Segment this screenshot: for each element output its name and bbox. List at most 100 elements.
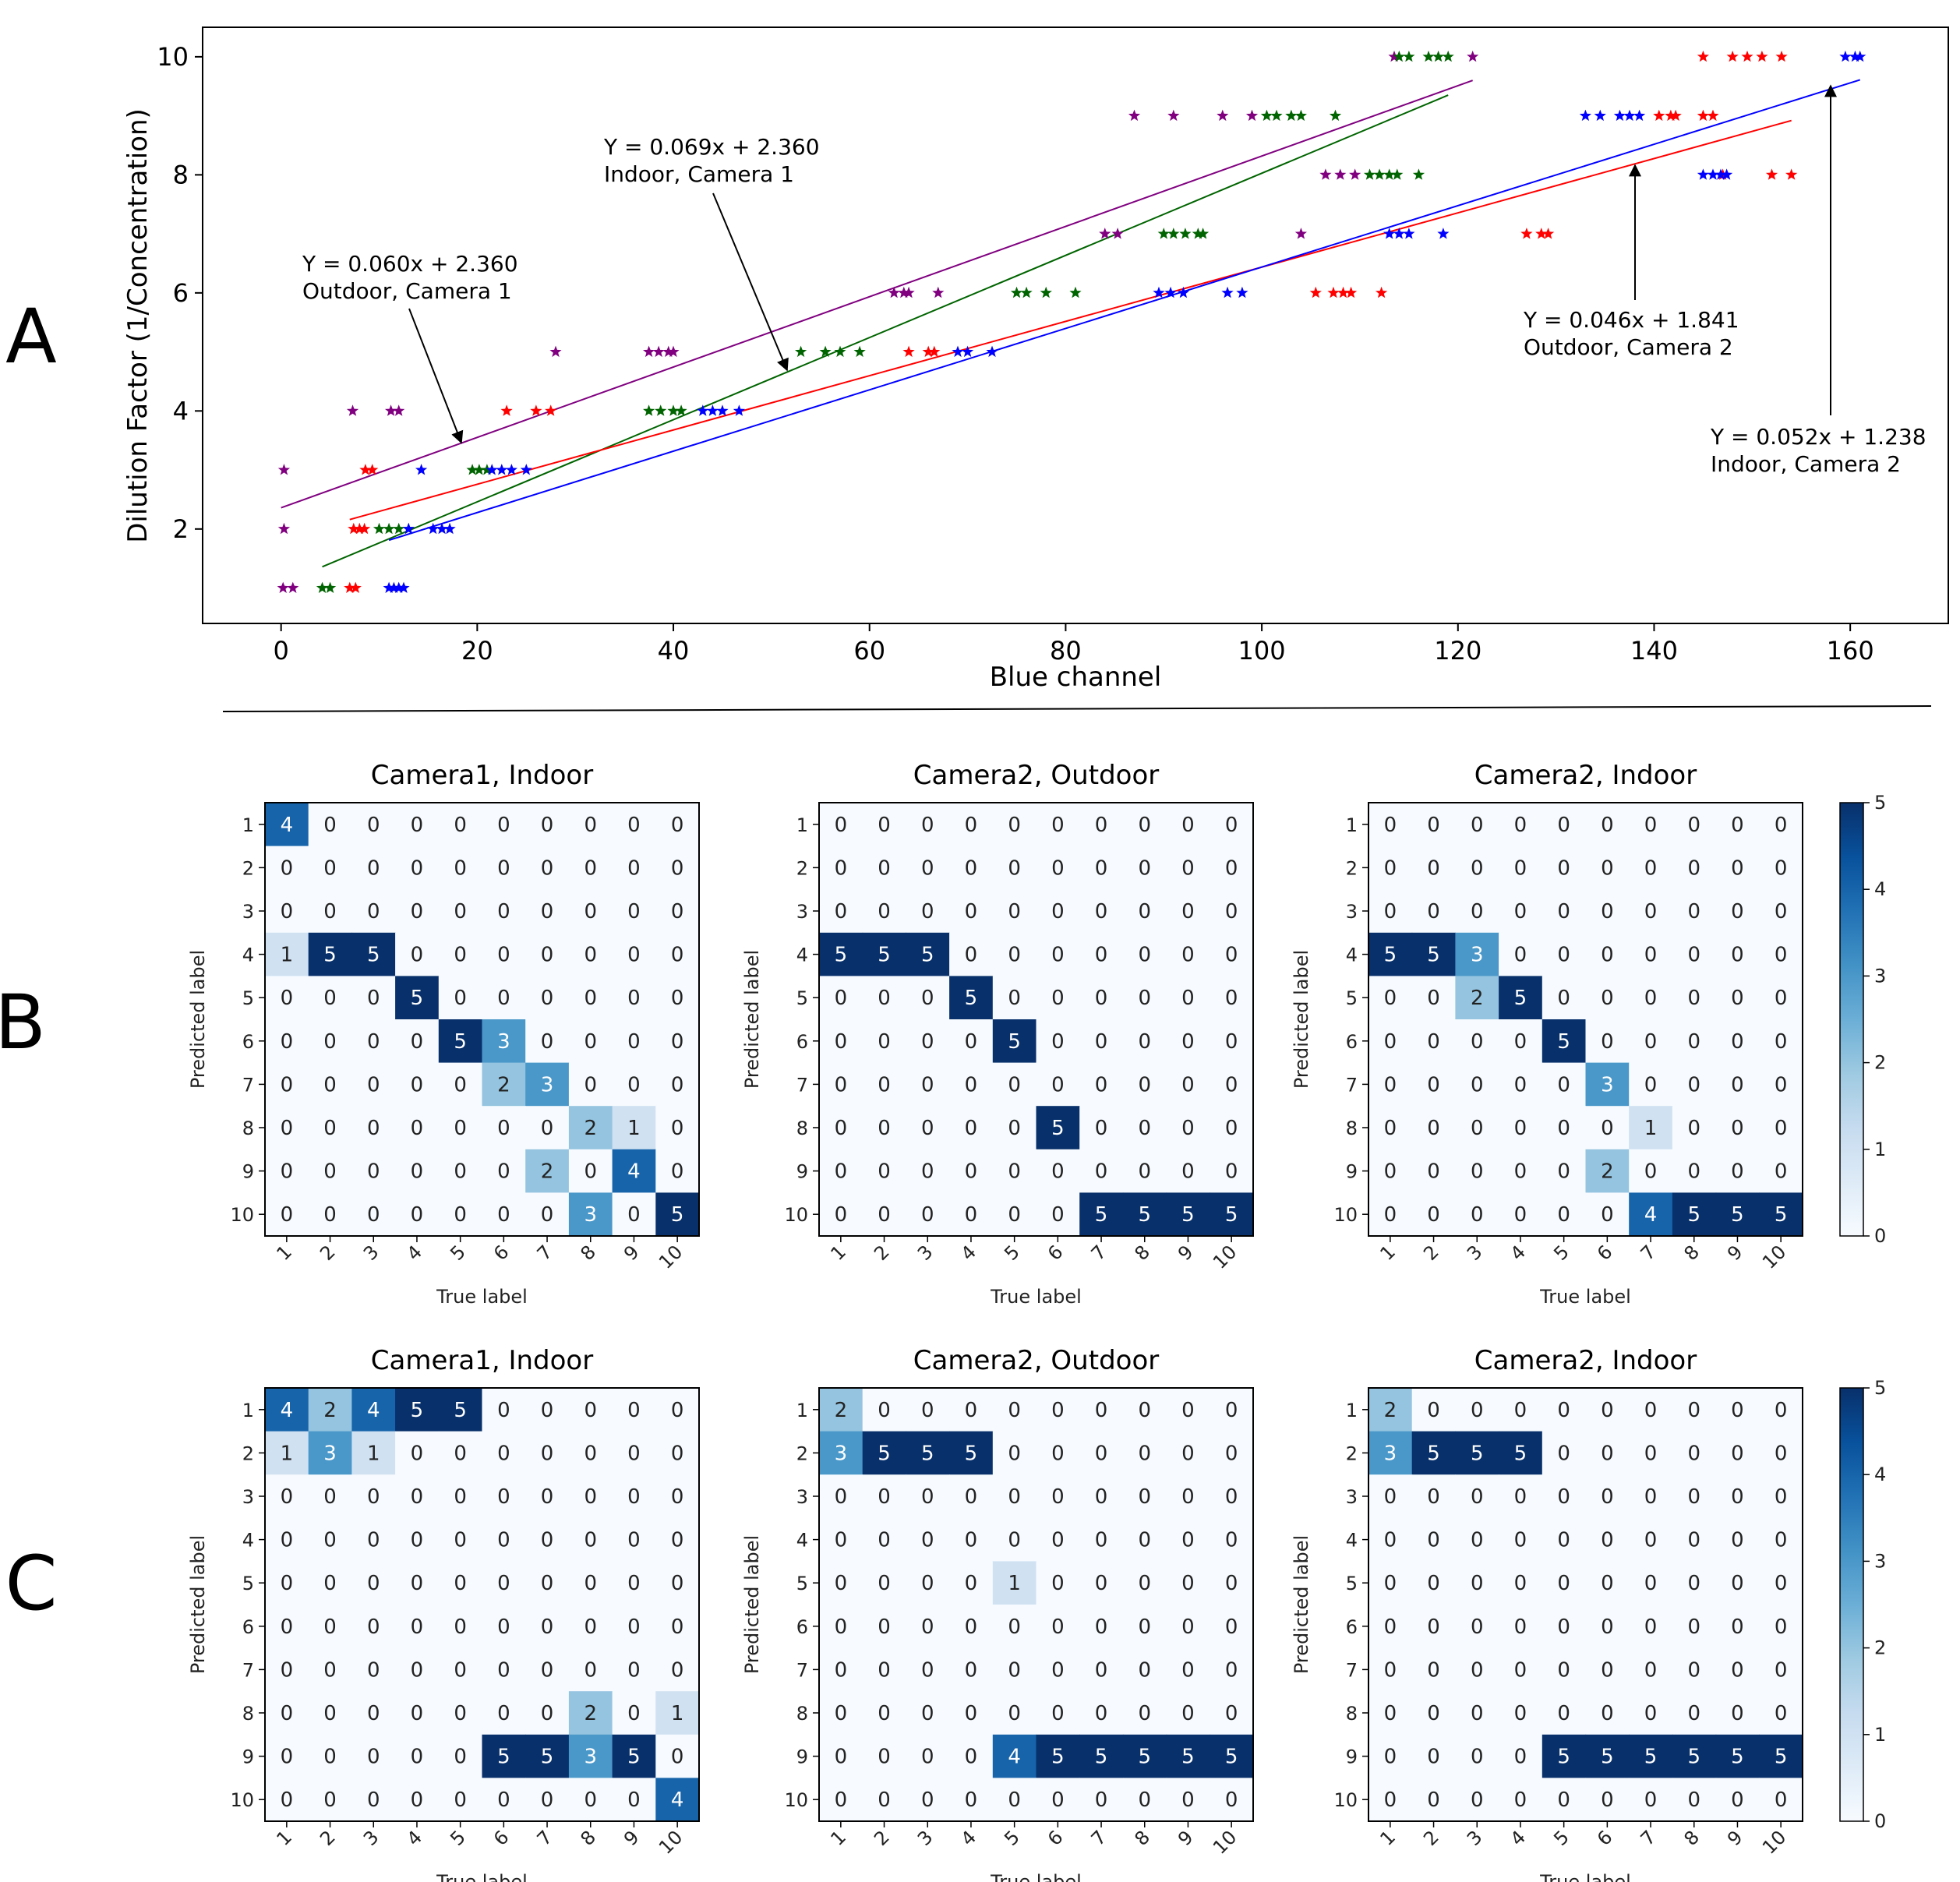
cell-value: 0	[411, 944, 424, 967]
y-tick-label: 2	[1346, 1442, 1358, 1464]
y-tick-label: 2	[242, 1442, 254, 1464]
cell-value: 0	[835, 1702, 848, 1725]
matrix-cell	[1210, 1605, 1254, 1649]
matrix-cell	[1122, 1019, 1167, 1064]
cell-value: 0	[1427, 1788, 1440, 1812]
matrix-cell	[1455, 1691, 1499, 1735]
matrix-cell	[906, 889, 950, 934]
cell-value: 0	[1008, 1529, 1021, 1552]
x-tick-label: 8	[1679, 1826, 1704, 1850]
matrix-cell	[265, 1106, 309, 1150]
cell-value: 0	[1687, 1160, 1700, 1184]
point-green	[316, 581, 329, 593]
cell-value: 0	[454, 1658, 467, 1682]
confusion-matrix-b-camera2-outdoor: 0 0 0 0 0 0 0 0 0 00 0 0 0 0 0 0 0 0 00 0 0 0 0 0 0 0 0 05 5 5 0 0 0 0 0 0 0…	[741, 760, 1254, 1308]
matrix-cell	[1036, 1517, 1080, 1562]
cell-value: 5	[1644, 1746, 1658, 1769]
cell-value: 0	[411, 814, 424, 837]
cell-value: 0	[1051, 814, 1065, 837]
cell-value: 0	[921, 1117, 934, 1140]
matrix-cell	[1585, 1019, 1630, 1064]
cell-value: 0	[367, 1485, 380, 1509]
x-tick-label: 1	[272, 1241, 296, 1265]
point-red	[1765, 168, 1778, 180]
point-blue	[1613, 109, 1626, 122]
matrix-cell	[1079, 803, 1124, 847]
cell-value: 0	[281, 1572, 294, 1595]
cell-value: 0	[878, 1073, 891, 1096]
matrix-cell	[1585, 1062, 1630, 1107]
y-tick-label: 10	[230, 1789, 254, 1811]
cell-value: 0	[1471, 1658, 1484, 1682]
matrix-cell	[612, 932, 656, 976]
matrix-cell	[819, 1561, 863, 1605]
point-blue	[1849, 50, 1862, 62]
cell-value: 5	[411, 987, 424, 1010]
matrix-cell	[862, 1431, 906, 1475]
cell-value: 0	[1557, 1117, 1570, 1140]
y-tick-label: 6	[1346, 1031, 1358, 1053]
matrix-cell	[482, 846, 526, 890]
point-blue	[383, 581, 395, 593]
matrix-cell	[308, 1192, 352, 1237]
matrix-cell	[949, 1192, 994, 1237]
y-tick-label: 4	[173, 396, 189, 425]
cell-value: 0	[1731, 1073, 1744, 1096]
x-tick-label: 6	[1593, 1826, 1617, 1850]
matrix-cell	[1759, 1192, 1803, 1237]
matrix-cell	[308, 1734, 352, 1778]
matrix-cell	[1411, 1517, 1456, 1562]
cell-value: 0	[281, 1746, 294, 1769]
cell-value: 0	[878, 856, 891, 880]
y-tick-label: 10	[784, 1789, 808, 1811]
matrix-cell	[1210, 1431, 1254, 1475]
cell-value: 0	[1384, 1746, 1397, 1769]
y-tick-label: 3	[242, 1486, 254, 1508]
cell-value: 0	[497, 1442, 510, 1465]
matrix-cell	[1210, 976, 1254, 1020]
matrix-cell	[1672, 1192, 1717, 1237]
matrix-cell	[568, 1019, 613, 1064]
cell-value: 3	[1601, 1073, 1614, 1096]
point-green	[393, 522, 405, 535]
matrix-cell	[1079, 1474, 1124, 1519]
fit-line-blue	[388, 79, 1861, 542]
point-red	[1542, 228, 1555, 239]
cell-value: 0	[1687, 987, 1700, 1010]
matrix-cell	[1036, 1778, 1080, 1822]
point-purple	[667, 345, 680, 358]
point-purple	[385, 404, 397, 416]
cell-value: 0	[454, 1073, 467, 1096]
y-tick-label: 4	[796, 945, 808, 966]
cell-value: 0	[584, 944, 597, 967]
cell-value: 0	[1427, 1529, 1440, 1552]
matrix-cell	[612, 1388, 656, 1432]
cell-value: 0	[411, 1746, 424, 1769]
matrix-cell	[1585, 1192, 1630, 1237]
cell-value: 4	[671, 1788, 684, 1812]
point-purple	[1217, 109, 1229, 122]
cell-value: 4	[1644, 1203, 1658, 1227]
matrix-cell	[1715, 1149, 1760, 1193]
y-tick-label: 3	[1346, 1486, 1358, 1508]
cell-value: 0	[1644, 1788, 1658, 1812]
y-tick-label: 2	[796, 1442, 808, 1464]
y-tick-label: 7	[796, 1659, 808, 1681]
cell-value: 0	[671, 1117, 684, 1140]
cell-value: 0	[878, 1658, 891, 1682]
matrix-cell	[1542, 889, 1587, 934]
matrix-cell	[482, 1474, 526, 1519]
matrix-cell	[906, 846, 950, 890]
cell-value: 0	[835, 1615, 848, 1639]
cell-value: 0	[1095, 1702, 1108, 1725]
matrix-cell	[1672, 1106, 1717, 1150]
matrix-cell	[395, 976, 440, 1020]
cell-value: 2	[584, 1702, 597, 1725]
annotation-arrow	[712, 192, 789, 372]
annotation-outdoor-camera1: Y = 0.060x + 2.360 Outdoor, Camera 1	[302, 251, 518, 444]
y-tick-label: 6	[242, 1031, 254, 1053]
cell-value: 0	[1008, 856, 1021, 880]
cell-value: 0	[1514, 1788, 1527, 1812]
